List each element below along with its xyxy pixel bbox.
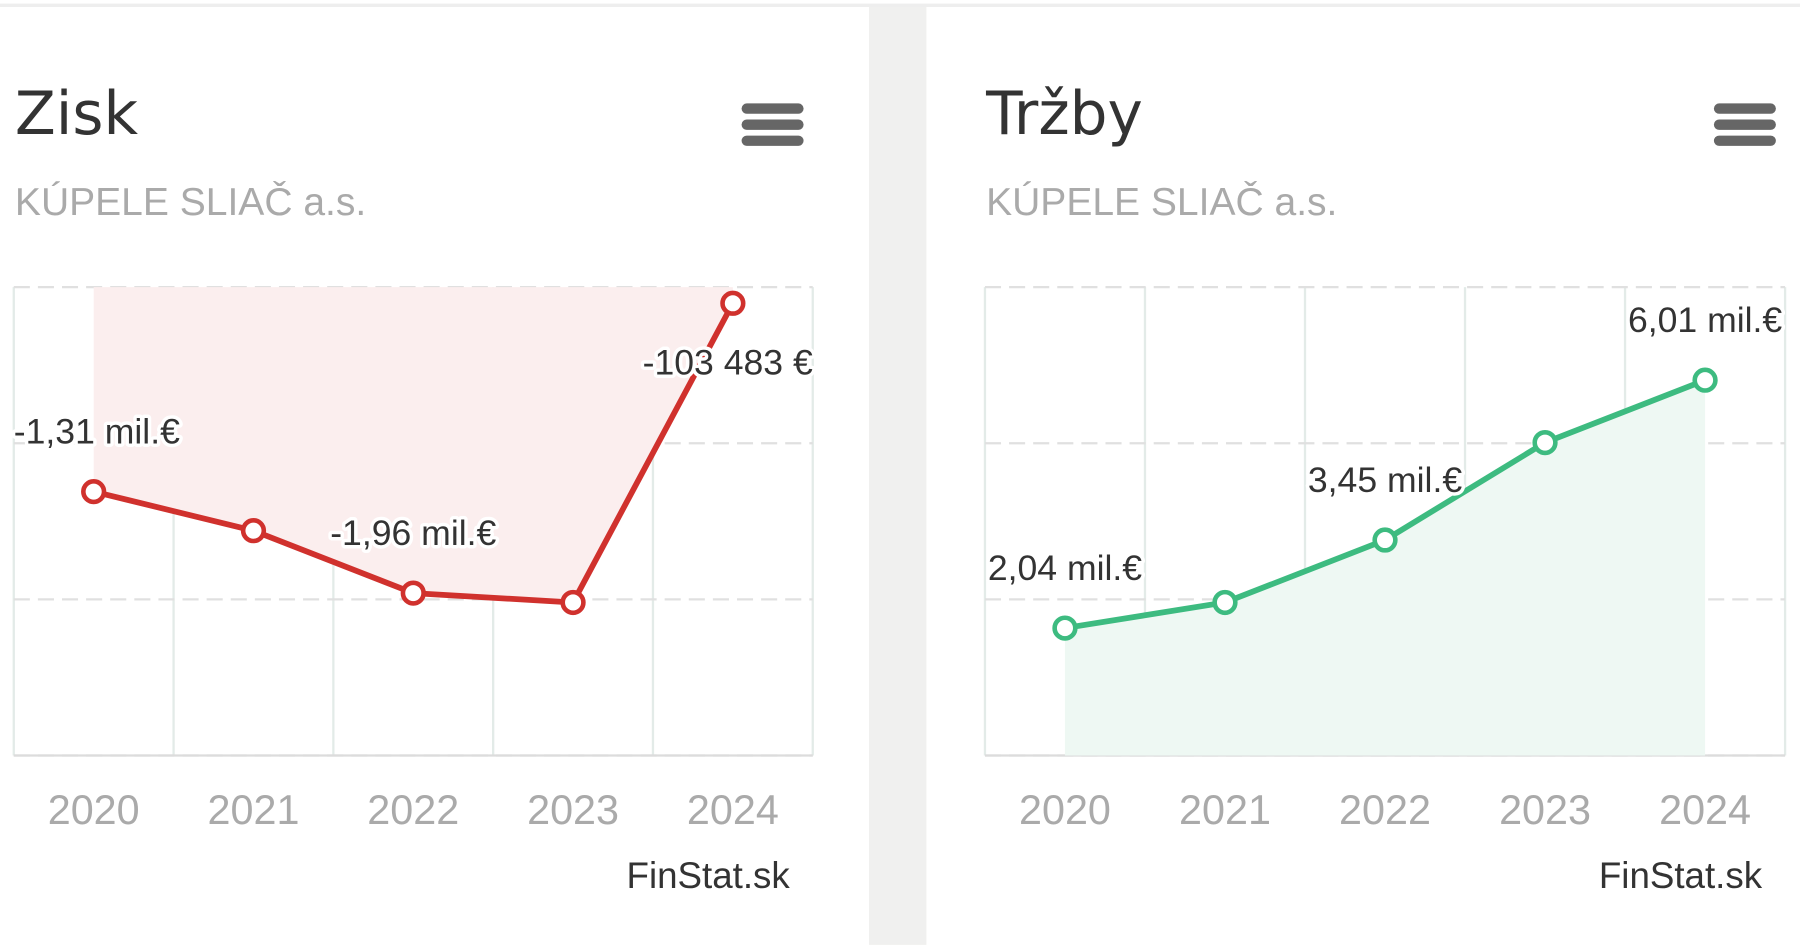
data-point xyxy=(1052,615,1078,641)
data-label: -1,31 mil.€ xyxy=(14,412,180,452)
data-point xyxy=(720,290,746,316)
data-label: -1,96 mil.€ xyxy=(330,513,496,553)
x-tick-label: 2024 xyxy=(687,787,779,833)
data-point xyxy=(1212,589,1238,616)
data-point xyxy=(81,478,107,505)
data-point xyxy=(1692,367,1718,393)
menu-icon-bar xyxy=(1713,103,1776,114)
x-tick-label: 2020 xyxy=(1019,787,1111,833)
x-tick-label: 2021 xyxy=(208,787,300,833)
data-label: 3,45 mil.€ xyxy=(1308,460,1462,500)
x-tick-label: 2022 xyxy=(367,787,459,833)
x-tick-label: 2020 xyxy=(48,787,140,833)
menu-icon-bar xyxy=(1713,135,1776,146)
chart-subtitle: KÚPELE SLIAČ a.s. xyxy=(15,180,366,224)
x-tick-label: 2022 xyxy=(1339,787,1431,833)
data-label: 6,01 mil.€ xyxy=(1628,300,1782,340)
menu-button[interactable] xyxy=(741,103,804,146)
data-label: -103 483 € xyxy=(643,343,813,383)
menu-icon-bar xyxy=(1713,119,1776,130)
x-tick-label: 2023 xyxy=(1499,787,1591,833)
menu-icon-bar xyxy=(741,119,804,130)
x-tick-label: 2021 xyxy=(1179,787,1271,833)
credits[interactable]: FinStat.sk xyxy=(627,855,791,896)
chart-title: Zisk xyxy=(15,80,139,149)
x-tick-label: 2024 xyxy=(1659,787,1751,833)
menu-button[interactable] xyxy=(1713,103,1776,146)
data-label: 2,04 mil.€ xyxy=(988,548,1142,588)
x-tick-label: 2023 xyxy=(527,787,619,833)
data-point xyxy=(1532,429,1558,456)
panel-separator xyxy=(869,7,927,945)
chart-title: Tržby xyxy=(985,80,1143,149)
data-point xyxy=(240,518,267,544)
data-point xyxy=(560,589,586,616)
area-fill xyxy=(1064,380,1706,756)
menu-icon-bar xyxy=(741,103,804,114)
data-point xyxy=(400,580,426,606)
chart-subtitle: KÚPELE SLIAČ a.s. xyxy=(986,180,1337,224)
menu-icon-bar xyxy=(741,135,804,146)
credits[interactable]: FinStat.sk xyxy=(1599,855,1763,896)
top-border xyxy=(0,3,1800,8)
data-point xyxy=(1372,527,1398,553)
